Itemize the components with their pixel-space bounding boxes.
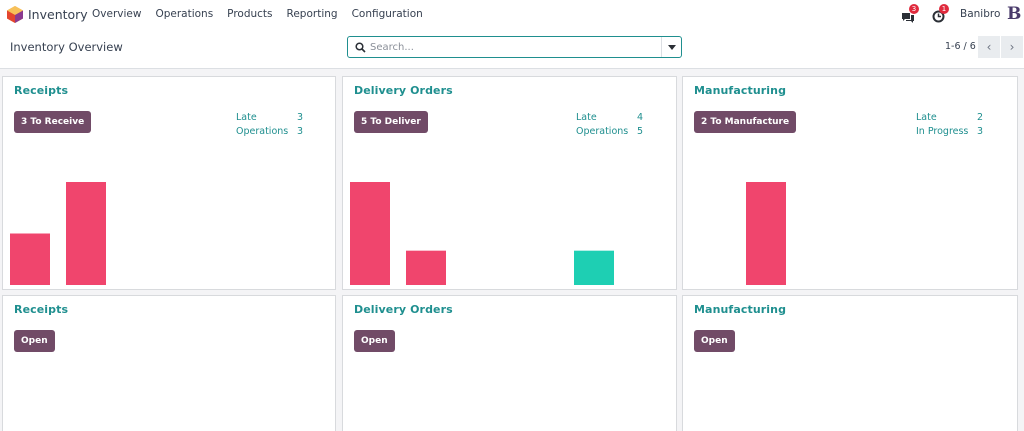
card-bar-chart: [746, 182, 786, 285]
search-input[interactable]: [370, 40, 650, 55]
stat-row[interactable]: In Progress 3: [916, 126, 996, 140]
app-name[interactable]: Inventory: [28, 7, 88, 22]
card-delivery-orders: Delivery Orders 5 To Deliver Late 4 Operatio…: [342, 76, 677, 290]
caret-down-icon: [667, 44, 676, 50]
card-manufacturing-2: Manufacturing Open: [682, 295, 1018, 431]
card-action-button[interactable]: 2 To Manufacture: [694, 111, 797, 133]
search-bar: [347, 36, 682, 58]
card-bar-chart: [10, 182, 106, 286]
card-title[interactable]: Receipts: [14, 303, 69, 316]
chart-bar[interactable]: [406, 250, 446, 285]
card-title[interactable]: Manufacturing: [694, 84, 787, 97]
card-bar-chart: [350, 182, 614, 285]
chat-icon: [902, 13, 914, 23]
card-action-button[interactable]: Open: [354, 330, 395, 352]
card-stats: Late 3 Operations 3: [236, 112, 316, 140]
menu-products[interactable]: Products: [227, 8, 273, 20]
stat-value[interactable]: 2: [977, 112, 984, 123]
user-name[interactable]: Banibro: [960, 8, 1001, 20]
messages-button[interactable]: 3: [901, 4, 919, 28]
stat-row[interactable]: Late 4: [576, 112, 656, 126]
stat-label[interactable]: Operations: [236, 126, 289, 137]
chart-bar[interactable]: [350, 182, 390, 285]
card-delivery-orders-2: Delivery Orders Open: [342, 295, 677, 431]
page-title: Inventory Overview: [10, 40, 123, 54]
stat-value[interactable]: 5: [637, 126, 644, 137]
card-title[interactable]: Delivery Orders: [354, 84, 453, 97]
pager-previous-button[interactable]: ‹: [978, 36, 1000, 58]
stat-value[interactable]: 3: [297, 112, 304, 123]
inventory-app-icon[interactable]: [7, 6, 23, 23]
stat-row[interactable]: Late 2: [916, 112, 996, 126]
card-action-button[interactable]: Open: [14, 330, 55, 352]
main-menu: Overview Operations Products Reporting C…: [92, 8, 437, 20]
stat-label[interactable]: In Progress: [916, 126, 969, 137]
menu-operations[interactable]: Operations: [155, 8, 214, 20]
avatar[interactable]: B: [1007, 4, 1022, 24]
chart-bar[interactable]: [66, 182, 106, 285]
top-navbar: Inventory Overview Operations Products R…: [0, 0, 1024, 29]
stat-value[interactable]: 4: [637, 112, 644, 123]
menu-overview[interactable]: Overview: [92, 8, 142, 20]
stat-label[interactable]: Operations: [576, 126, 629, 137]
chart-bar[interactable]: [574, 250, 614, 285]
stat-value[interactable]: 3: [977, 126, 984, 137]
chevron-right-icon: ›: [1009, 40, 1015, 54]
stat-value[interactable]: 3: [297, 126, 304, 137]
chart-bar[interactable]: [10, 233, 50, 286]
card-action-button[interactable]: Open: [694, 330, 735, 352]
search-icon: [355, 42, 366, 53]
card-receipts-2: Receipts Open: [2, 295, 336, 431]
card-title[interactable]: Delivery Orders: [354, 303, 453, 316]
stat-label[interactable]: Late: [916, 112, 937, 123]
card-title[interactable]: Manufacturing: [694, 303, 787, 316]
card-stats: Late 2 In Progress 3: [916, 112, 996, 140]
menu-configuration[interactable]: Configuration: [351, 8, 423, 20]
messages-badge: 3: [909, 4, 919, 14]
card-action-button[interactable]: 3 To Receive: [14, 111, 92, 133]
stat-label[interactable]: Late: [236, 112, 257, 123]
stat-row[interactable]: Operations 3: [236, 126, 316, 140]
card-manufacturing: Manufacturing 2 To Manufacture Late 2 In Pro…: [682, 76, 1018, 290]
card-title[interactable]: Receipts: [14, 84, 69, 97]
control-panel: Inventory Overview 1-6 / 6 ‹ ›: [0, 29, 1024, 69]
card-stats: Late 4 Operations 5: [576, 112, 656, 140]
search-options-toggle[interactable]: [661, 37, 681, 57]
stat-row[interactable]: Operations 5: [576, 126, 656, 140]
stat-row[interactable]: Late 3: [236, 112, 316, 126]
menu-reporting[interactable]: Reporting: [286, 8, 338, 20]
activities-button[interactable]: 1: [932, 4, 949, 27]
card-receipts: Receipts 3 To Receive Late 3 Operations 3: [2, 76, 336, 290]
activities-badge: 1: [939, 4, 949, 14]
chart-bar[interactable]: [746, 182, 786, 285]
card-action-button[interactable]: 5 To Deliver: [354, 111, 428, 133]
chevron-left-icon: ‹: [986, 40, 992, 54]
clock-icon: [932, 10, 945, 23]
pager-next-button[interactable]: ›: [1001, 36, 1023, 58]
pager-value[interactable]: 1-6 / 6: [945, 41, 976, 52]
stat-label[interactable]: Late: [576, 112, 597, 123]
